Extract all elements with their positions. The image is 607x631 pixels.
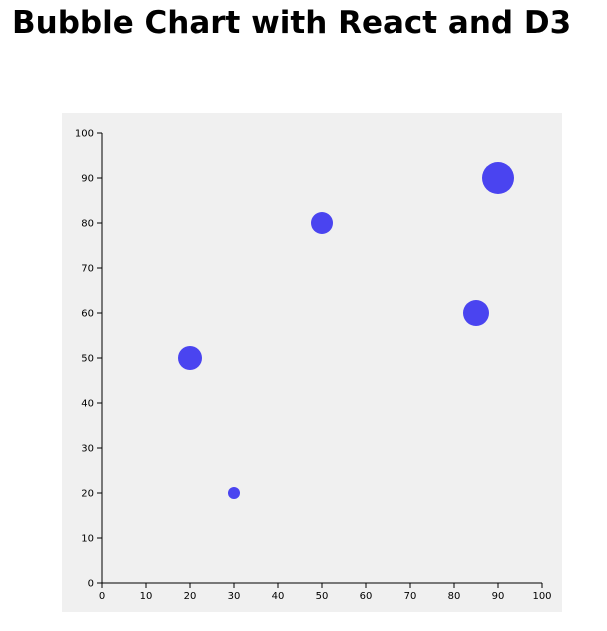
bubble — [482, 162, 514, 194]
x-tick-label: 100 — [532, 591, 551, 602]
x-tick-label: 10 — [140, 591, 153, 602]
x-tick-label: 60 — [360, 591, 373, 602]
y-tick-label: 30 — [81, 444, 94, 455]
y-tick-label: 100 — [75, 129, 94, 140]
x-tick-label: 30 — [228, 591, 241, 602]
y-tick-label: 10 — [81, 534, 94, 545]
x-tick-label: 20 — [184, 591, 197, 602]
bubble — [228, 487, 240, 499]
y-tick-label: 90 — [81, 174, 94, 185]
y-tick-label: 20 — [81, 489, 94, 500]
y-tick-label: 70 — [81, 264, 94, 275]
y-tick-label: 80 — [81, 219, 94, 230]
bubble — [463, 300, 489, 326]
y-tick-label: 40 — [81, 399, 94, 410]
chart-background — [62, 113, 562, 612]
x-tick-label: 50 — [316, 591, 329, 602]
bubble — [311, 212, 333, 234]
x-tick-label: 80 — [448, 591, 461, 602]
page-title: Bubble Chart with React and D3 — [12, 5, 572, 41]
y-tick-label: 0 — [88, 579, 94, 590]
x-tick-label: 70 — [404, 591, 417, 602]
x-tick-label: 90 — [492, 591, 505, 602]
y-tick-label: 50 — [81, 354, 94, 365]
y-tick-label: 60 — [81, 309, 94, 320]
x-tick-label: 40 — [272, 591, 285, 602]
bubble — [178, 346, 202, 370]
x-tick-label: 0 — [99, 591, 105, 602]
